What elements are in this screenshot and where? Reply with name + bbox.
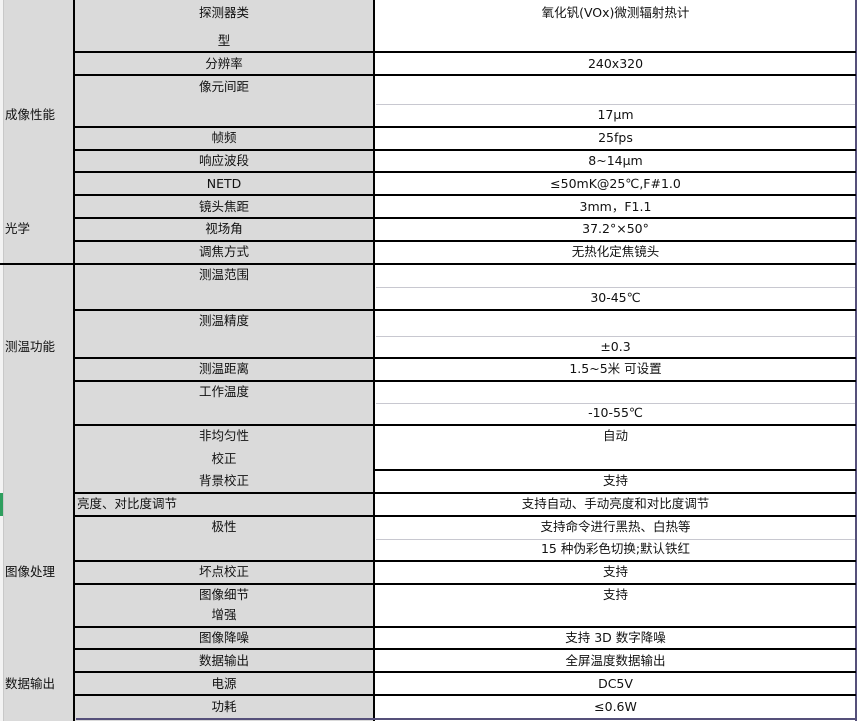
border — [74, 626, 856, 628]
param-label: 图像细节 — [198, 587, 249, 602]
border — [74, 217, 856, 219]
param-value[interactable]: 240x320 — [587, 56, 644, 71]
border — [74, 492, 856, 494]
border — [74, 240, 856, 242]
category-temperature: 测温功能 — [5, 339, 56, 354]
border — [74, 194, 856, 196]
border — [855, 0, 857, 721]
category-optics: 光学 — [5, 221, 31, 236]
param-label: 增强 — [211, 607, 237, 622]
param-value[interactable]: ≤0.6W — [594, 699, 637, 714]
gridline — [376, 287, 855, 288]
border — [76, 718, 856, 720]
category-image-processing: 图像处理 — [5, 564, 56, 579]
border — [74, 648, 856, 650]
row-header-strip — [0, 0, 4, 721]
gridline — [376, 104, 855, 105]
param-label: 功耗 — [211, 699, 237, 714]
param-label: 测温精度 — [198, 313, 249, 328]
param-value[interactable]: 支持 — [602, 587, 628, 602]
param-label: 帧频 — [211, 130, 237, 145]
param-value[interactable]: 25fps — [598, 130, 633, 145]
param-label: 镜头焦距 — [198, 199, 249, 214]
border — [74, 74, 856, 76]
param-label: NETD — [206, 176, 242, 191]
param-value[interactable]: 支持命令进行黑热、白热等 — [540, 519, 691, 534]
param-value[interactable]: 支持 — [602, 473, 628, 488]
category-column — [0, 0, 74, 721]
param-value[interactable]: ±0.3 — [600, 339, 631, 354]
border — [74, 424, 856, 426]
param-label: 分辨率 — [205, 56, 243, 71]
param-label: 测温范围 — [198, 267, 249, 282]
param-value[interactable]: 全屏温度数据输出 — [565, 653, 666, 668]
param-value[interactable]: 无热化定焦镜头 — [571, 244, 660, 259]
param-value[interactable]: 3mm，F1.1 — [579, 199, 652, 214]
param-value[interactable]: 氧化钒(VOx)微测辐射热计 — [541, 5, 690, 20]
param-label: 坏点校正 — [198, 564, 249, 579]
param-label: 工作温度 — [198, 384, 249, 399]
border — [74, 51, 856, 53]
param-label: 视场角 — [205, 221, 243, 236]
param-label: 校正 — [211, 451, 237, 466]
border — [74, 309, 856, 311]
category-data-output: 数据输出 — [5, 676, 56, 691]
border — [373, 0, 375, 721]
border — [74, 171, 856, 173]
border — [74, 560, 856, 562]
border — [74, 671, 856, 673]
param-value[interactable]: 17μm — [597, 107, 634, 122]
border — [74, 149, 856, 151]
param-value[interactable]: 30-45℃ — [590, 290, 641, 305]
border — [74, 357, 856, 359]
param-value[interactable]: 37.2°×50° — [582, 221, 649, 236]
gridline — [376, 539, 855, 540]
param-label: 图像降噪 — [198, 630, 249, 645]
param-value[interactable]: 支持自动、手动亮度和对比度调节 — [521, 496, 710, 511]
param-label: 非均匀性 — [198, 428, 249, 443]
param-value[interactable]: DC5V — [598, 676, 633, 691]
param-value[interactable]: 支持 3D 数字降噪 — [565, 630, 666, 645]
param-value[interactable]: 15 种伪彩色切换;默认铁红 — [540, 541, 691, 556]
category-imaging: 成像性能 — [5, 107, 56, 122]
param-label: 背景校正 — [198, 473, 249, 488]
param-label: 探测器类 — [198, 5, 249, 20]
border — [74, 583, 856, 585]
border — [74, 694, 856, 696]
param-label: 数据输出 — [198, 653, 249, 668]
param-label: 亮度、对比度调节 — [77, 496, 178, 511]
param-value[interactable]: 自动 — [602, 428, 628, 443]
param-label: 调焦方式 — [198, 244, 249, 259]
border — [374, 469, 856, 471]
param-value[interactable]: 8~14μm — [588, 153, 643, 168]
param-label: 极性 — [211, 519, 237, 534]
border — [74, 126, 856, 128]
gridline — [376, 336, 855, 337]
param-value[interactable]: -10-55℃ — [588, 405, 643, 420]
border — [73, 0, 75, 721]
border — [74, 380, 856, 382]
param-label: 型 — [217, 33, 231, 48]
selected-row-indicator — [0, 493, 3, 516]
param-label: 响应波段 — [198, 153, 249, 168]
border — [0, 263, 856, 265]
param-label: 测温距离 — [198, 361, 249, 376]
param-value[interactable]: 支持 — [602, 564, 628, 579]
parameter-column — [74, 0, 374, 721]
param-value[interactable]: ≤50mK@25℃,F#1.0 — [550, 176, 681, 191]
param-label: 像元间距 — [198, 79, 249, 94]
param-label: 电源 — [211, 676, 237, 691]
gridline — [376, 403, 855, 404]
border — [74, 515, 856, 517]
param-value[interactable]: 1.5~5米 可设置 — [569, 361, 662, 376]
